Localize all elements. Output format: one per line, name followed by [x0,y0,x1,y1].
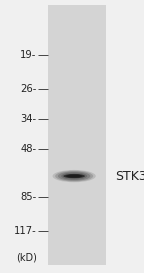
Text: STK39: STK39 [115,170,144,183]
Ellipse shape [61,173,87,180]
Text: 34-: 34- [21,114,37,124]
Text: 117-: 117- [14,226,37,236]
Text: (kD): (kD) [16,253,37,263]
Text: 85-: 85- [20,192,37,201]
Ellipse shape [63,174,85,178]
Ellipse shape [66,174,82,178]
FancyBboxPatch shape [48,5,106,265]
Ellipse shape [58,171,90,181]
Ellipse shape [55,171,93,182]
Ellipse shape [53,170,96,182]
Text: 26-: 26- [20,84,37,94]
Text: 48-: 48- [21,144,37,154]
Ellipse shape [69,175,79,177]
Text: 19-: 19- [20,50,37,60]
